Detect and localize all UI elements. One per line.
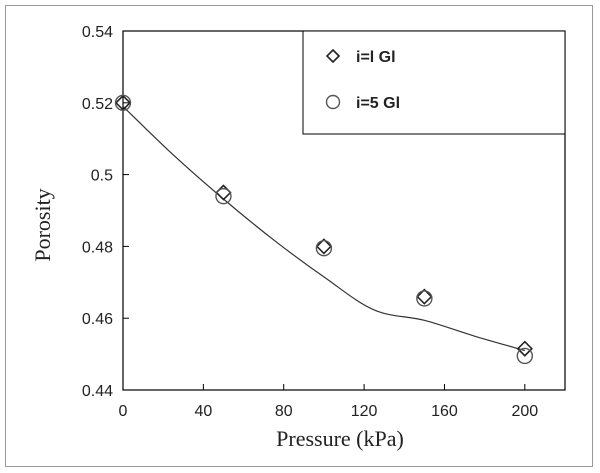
data-point-circle — [516, 347, 534, 365]
y-tick-label: 0.5 — [91, 168, 113, 185]
data-points — [114, 94, 534, 365]
y-tick-label: 0.52 — [82, 96, 113, 113]
x-tick-label: 40 — [194, 403, 212, 420]
legend-label: i=l Gl — [356, 49, 396, 66]
fit-curve — [122, 105, 525, 352]
x-tick-label: 160 — [431, 403, 458, 420]
x-tick-label: 0 — [119, 403, 128, 420]
y-tick-label: 0.48 — [82, 239, 113, 256]
legend: i=l Gl i=5 Gl — [302, 30, 566, 135]
y-tick-label: 0.44 — [82, 383, 113, 400]
y-tick-label: 0.46 — [82, 311, 113, 328]
x-axis-label: Pressure (kPa) — [276, 426, 404, 451]
data-point-circle — [114, 94, 132, 112]
data-point-diamond — [416, 288, 433, 305]
data-point-diamond — [215, 184, 232, 201]
legend-marker-diamond — [325, 48, 341, 64]
x-tick-label: 200 — [511, 403, 538, 420]
y-axis: 0.44 0.46 0.48 0.5 0.52 0.54 — [82, 24, 129, 400]
x-tick-label: 120 — [351, 403, 378, 420]
y-tick-label: 0.54 — [82, 24, 113, 41]
data-point-circle — [416, 290, 433, 307]
legend-label: i=5 Gl — [356, 95, 400, 112]
x-axis: 0 40 80 120 160 200 — [119, 384, 538, 420]
y-axis-label: Porosity — [30, 188, 55, 261]
data-point-circle — [215, 187, 232, 205]
data-point-circle — [315, 239, 333, 257]
data-point-diamond — [516, 340, 533, 357]
x-tick-label: 80 — [275, 403, 293, 420]
data-point-diamond — [315, 238, 333, 255]
legend-box — [302, 30, 566, 135]
legend-marker-circle — [325, 94, 341, 110]
